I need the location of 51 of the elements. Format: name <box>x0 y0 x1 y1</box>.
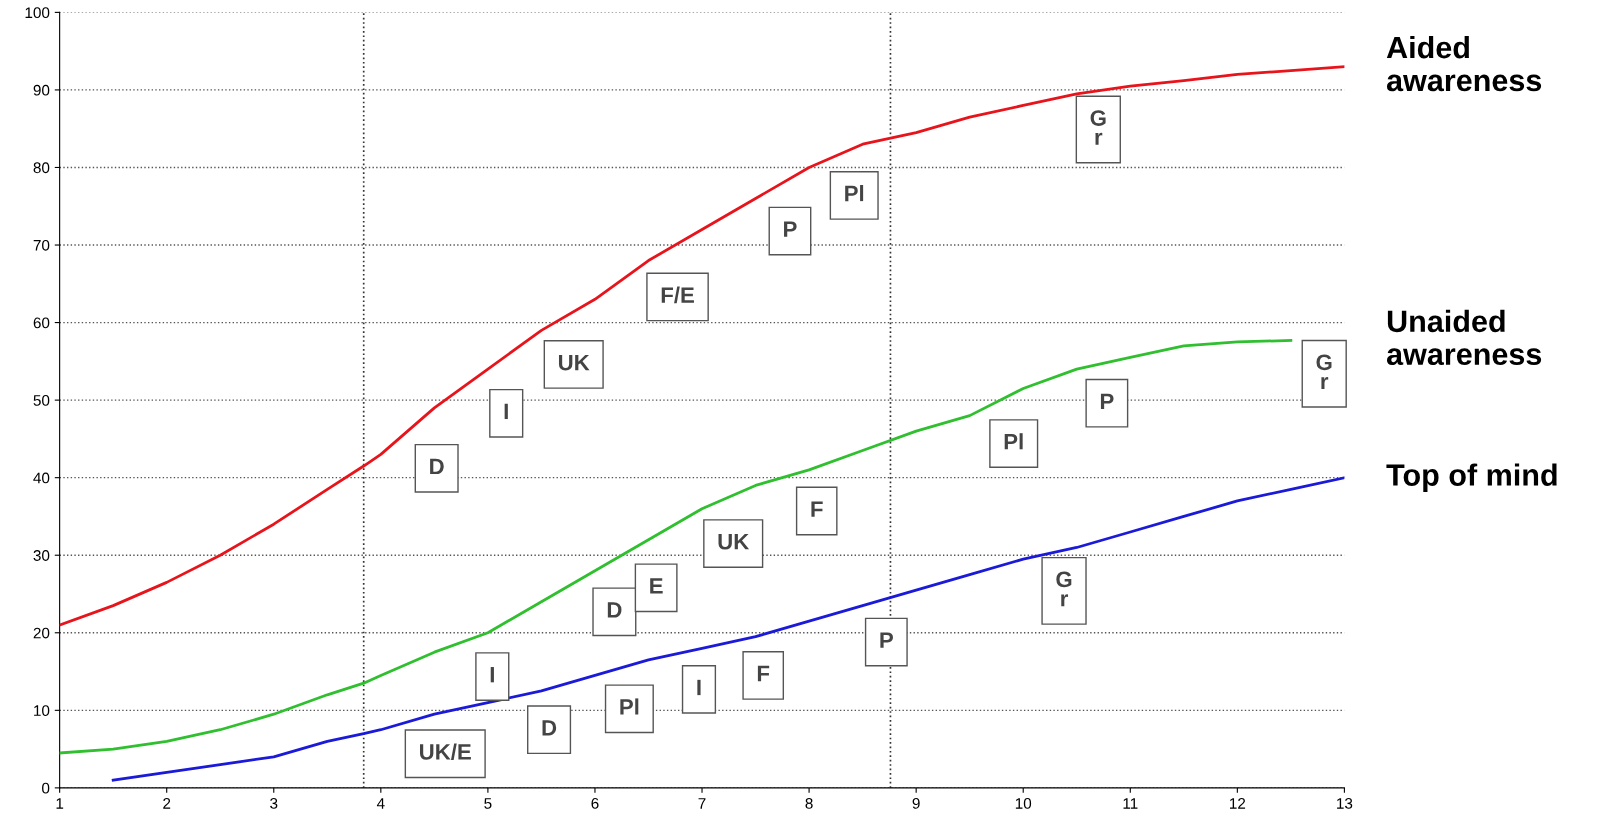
text: Unaided awareness <box>1386 309 1542 366</box>
annotation: F <box>757 665 770 682</box>
annotation: G r <box>1056 571 1072 607</box>
annotation: D <box>430 458 444 475</box>
annotation: F/E <box>661 286 694 304</box>
annotation: F <box>811 501 823 517</box>
annotation: I <box>504 403 508 420</box>
annotation: Pl <box>1004 433 1023 450</box>
annotation: P <box>880 632 893 648</box>
annotation: P <box>784 221 797 237</box>
annotation: P <box>1100 393 1114 409</box>
y-tick-label: 10 <box>34 705 50 717</box>
series-label: Aided awareness <box>1386 35 1542 92</box>
x-tick-label: 4 <box>376 798 385 809</box>
y-tick-label: 20 <box>33 627 50 639</box>
annotation: UK <box>718 534 750 550</box>
x-tick-label: 3 <box>270 798 278 809</box>
annotation: Pl <box>620 698 639 715</box>
y-tick-label: 50 <box>33 394 50 406</box>
line-series <box>59 65 1345 627</box>
line-series <box>111 476 1345 782</box>
annotation: UK <box>558 354 590 371</box>
annotation: UK/E <box>420 743 471 760</box>
y-tick-label: 40 <box>33 472 50 484</box>
annotation: G r <box>1316 354 1332 390</box>
y-tick-label: 100 <box>25 7 50 19</box>
annotation: D <box>607 602 622 618</box>
x-tick-label: 6 <box>591 798 599 809</box>
annotation: I <box>490 667 494 683</box>
annotation: Pl <box>845 185 864 202</box>
y-tick-label: 0 <box>42 782 50 794</box>
x-tick-label: 9 <box>912 798 920 809</box>
series-label: Top of mind <box>1386 463 1557 492</box>
x-tick-label: 1 <box>56 798 64 809</box>
x-tick-label: 8 <box>805 798 813 809</box>
x-tick-label: 5 <box>484 798 492 809</box>
x-tick-label: 2 <box>163 798 171 809</box>
y-tick-label: 70 <box>33 239 50 251</box>
x-tick-label: 10 <box>1015 798 1032 809</box>
y-tick-label: 90 <box>33 84 50 96</box>
x-tick-label: 12 <box>1230 798 1246 809</box>
y-tick-label: 80 <box>33 162 50 174</box>
annotation: I <box>697 679 701 696</box>
x-tick-label: 7 <box>698 798 706 809</box>
x-tick-label: 11 <box>1123 798 1138 809</box>
annotation: E <box>650 578 663 594</box>
annotation: G r <box>1090 110 1106 145</box>
y-tick-label: 30 <box>33 550 50 561</box>
x-tick-label: 13 <box>1337 798 1353 809</box>
annotation: D <box>542 720 557 736</box>
y-tick-label: 60 <box>33 317 50 329</box>
